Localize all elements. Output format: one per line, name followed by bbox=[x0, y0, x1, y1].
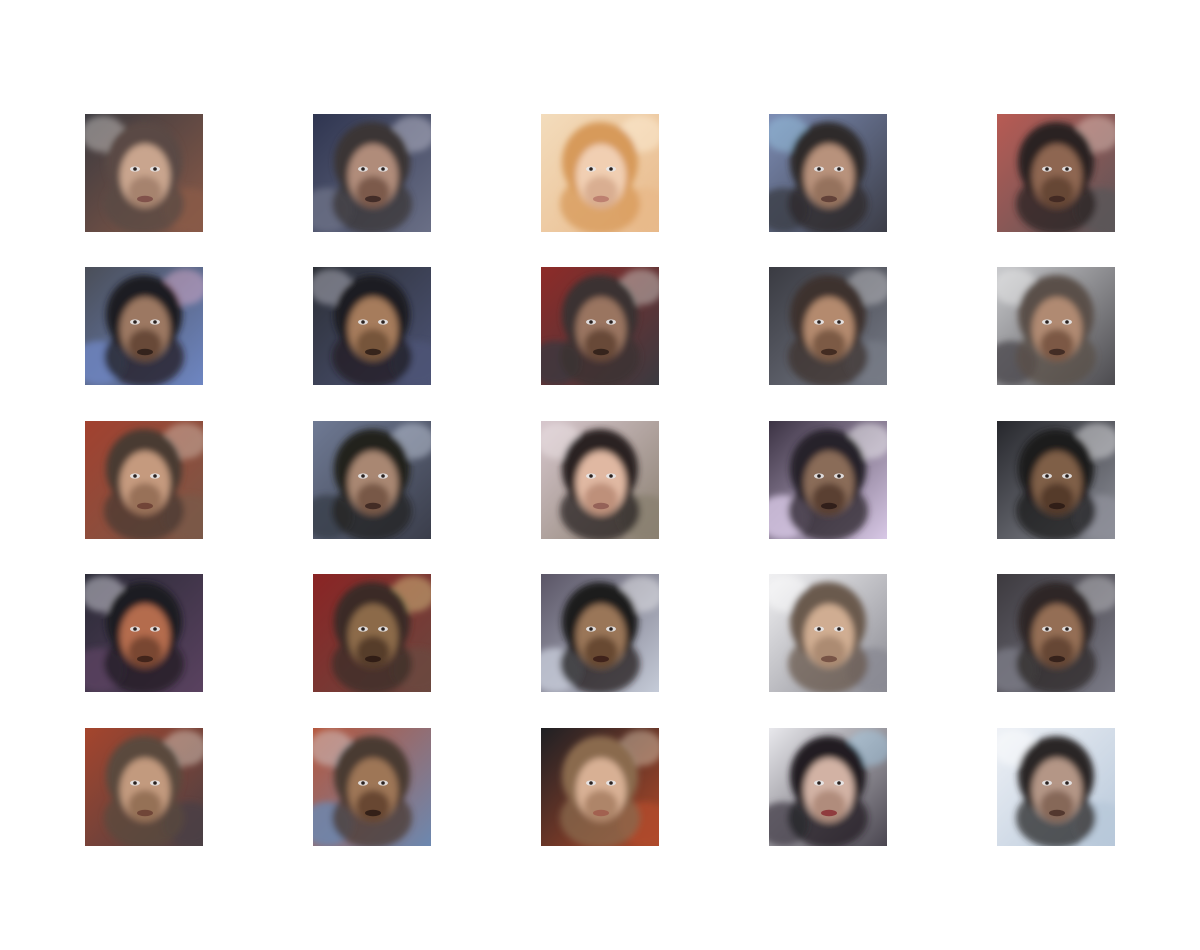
face-image bbox=[769, 728, 887, 846]
face-image bbox=[85, 574, 203, 692]
face-image bbox=[85, 114, 203, 232]
face-image bbox=[313, 728, 431, 846]
face-image-tile bbox=[997, 728, 1115, 846]
face-image-tile bbox=[769, 267, 887, 385]
face-image bbox=[541, 421, 659, 539]
face-image-tile bbox=[313, 114, 431, 232]
face-image-tile bbox=[997, 421, 1115, 539]
face-image bbox=[313, 574, 431, 692]
face-image bbox=[541, 114, 659, 232]
face-image-tile bbox=[769, 421, 887, 539]
face-image-tile bbox=[541, 728, 659, 846]
face-image bbox=[997, 114, 1115, 232]
face-image bbox=[769, 421, 887, 539]
face-image bbox=[769, 574, 887, 692]
face-image-tile bbox=[997, 114, 1115, 232]
face-image bbox=[313, 421, 431, 539]
face-image bbox=[997, 728, 1115, 846]
face-image-tile bbox=[769, 574, 887, 692]
face-image-tile bbox=[85, 114, 203, 232]
face-image-tile bbox=[85, 421, 203, 539]
face-image-tile bbox=[313, 574, 431, 692]
face-image bbox=[85, 267, 203, 385]
face-image bbox=[313, 114, 431, 232]
face-image-tile bbox=[769, 728, 887, 846]
face-image-tile bbox=[313, 728, 431, 846]
face-image bbox=[769, 267, 887, 385]
face-image bbox=[85, 421, 203, 539]
face-image-tile bbox=[997, 574, 1115, 692]
face-image-tile bbox=[997, 267, 1115, 385]
face-image bbox=[769, 114, 887, 232]
face-image bbox=[541, 267, 659, 385]
face-image-tile bbox=[541, 574, 659, 692]
face-image-tile bbox=[313, 267, 431, 385]
face-image bbox=[541, 574, 659, 692]
face-image-tile bbox=[85, 728, 203, 846]
face-image-tile bbox=[541, 267, 659, 385]
face-image bbox=[313, 267, 431, 385]
face-image-tile bbox=[85, 267, 203, 385]
face-image bbox=[85, 728, 203, 846]
face-image-tile bbox=[541, 421, 659, 539]
face-image bbox=[997, 421, 1115, 539]
face-image bbox=[997, 574, 1115, 692]
face-image bbox=[997, 267, 1115, 385]
face-image-tile bbox=[85, 574, 203, 692]
face-image-tile bbox=[541, 114, 659, 232]
face-image-tile bbox=[313, 421, 431, 539]
face-image-tile bbox=[769, 114, 887, 232]
face-image bbox=[541, 728, 659, 846]
